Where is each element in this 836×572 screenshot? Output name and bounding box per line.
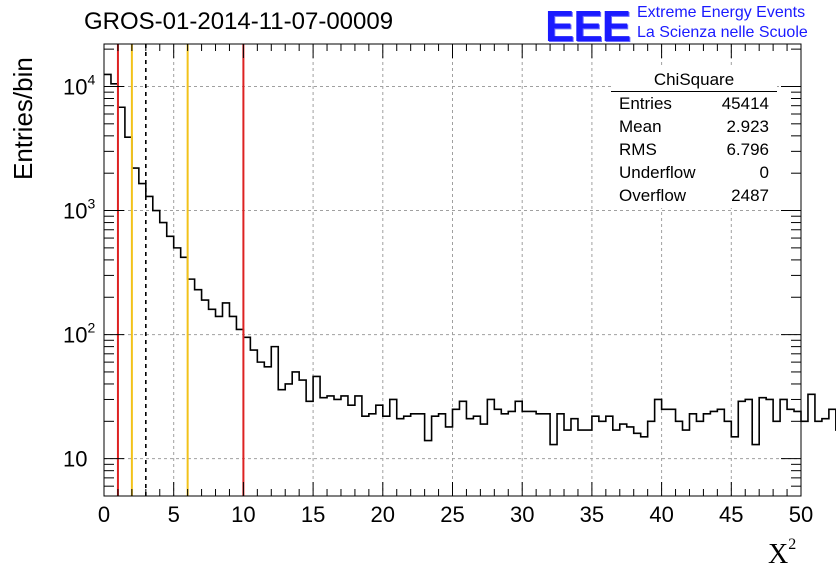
stats-label: Overflow (619, 186, 687, 205)
x-tick-label: 10 (231, 502, 255, 527)
y-tick-label: 104 (63, 71, 95, 99)
stats-value: 2.923 (726, 117, 769, 136)
logo-subtitle-2: La Scienza nelle Scuole (637, 24, 808, 41)
stats-row-underflow: Underflow 0 (611, 161, 777, 184)
stats-row-mean: Mean 2.923 (611, 115, 777, 138)
stats-row-overflow: Overflow 2487 (611, 184, 777, 207)
x-tick-label: 15 (301, 502, 325, 527)
x-tick-label: 35 (580, 502, 604, 527)
x-tick-label: 20 (371, 502, 395, 527)
x-tick-label: 30 (510, 502, 534, 527)
cut-lines (116, 44, 245, 496)
stats-row-rms: RMS 6.796 (611, 138, 777, 161)
stats-row-entries: Entries 45414 (611, 92, 777, 115)
stats-label: Entries (619, 94, 672, 113)
y-tick-label: 103 (63, 196, 95, 224)
x-tick-label: 0 (98, 502, 110, 527)
stats-value: 6.796 (726, 140, 769, 159)
y-tick-label: 10 (63, 447, 87, 472)
stats-value: 45414 (721, 94, 769, 113)
y-tick-labels: 10 102 103 104 (63, 71, 95, 471)
x-tick-label: 5 (168, 502, 180, 527)
y-tick-label: 102 (63, 320, 95, 348)
x-tick-labels: 0 5 10 15 20 25 30 35 40 45 50 (98, 502, 813, 527)
stats-label: Underflow (619, 163, 696, 182)
y-tick-exponent: 3 (87, 196, 95, 212)
x-tick-label: 25 (440, 502, 464, 527)
stats-value: 0 (759, 163, 769, 182)
stats-title: ChiSquare (653, 70, 735, 89)
x-tick-label: 40 (649, 502, 673, 527)
grid-lines (104, 44, 801, 496)
axis-ticks (103, 44, 802, 497)
stats-label: Mean (619, 117, 662, 136)
stats-divider (611, 91, 777, 92)
stats-label: RMS (619, 140, 657, 159)
stats-value: 2487 (731, 186, 769, 205)
x-axis-label: X2 (768, 536, 797, 570)
x-tick-label: 45 (719, 502, 743, 527)
stats-box: ChiSquare Entries 45414 Mean 2.923 RMS 6… (611, 67, 777, 208)
y-tick-exponent: 4 (87, 71, 95, 87)
eee-logo: EEE (545, 2, 631, 51)
y-tick-exponent: 2 (87, 320, 95, 336)
y-axis-label: Entries/bin (8, 57, 38, 180)
x-tick-label: 50 (789, 502, 813, 527)
logo-subtitle-1: Extreme Energy Events (637, 4, 806, 21)
chart-title: GROS-01-2014-11-07-00009 (84, 8, 394, 35)
